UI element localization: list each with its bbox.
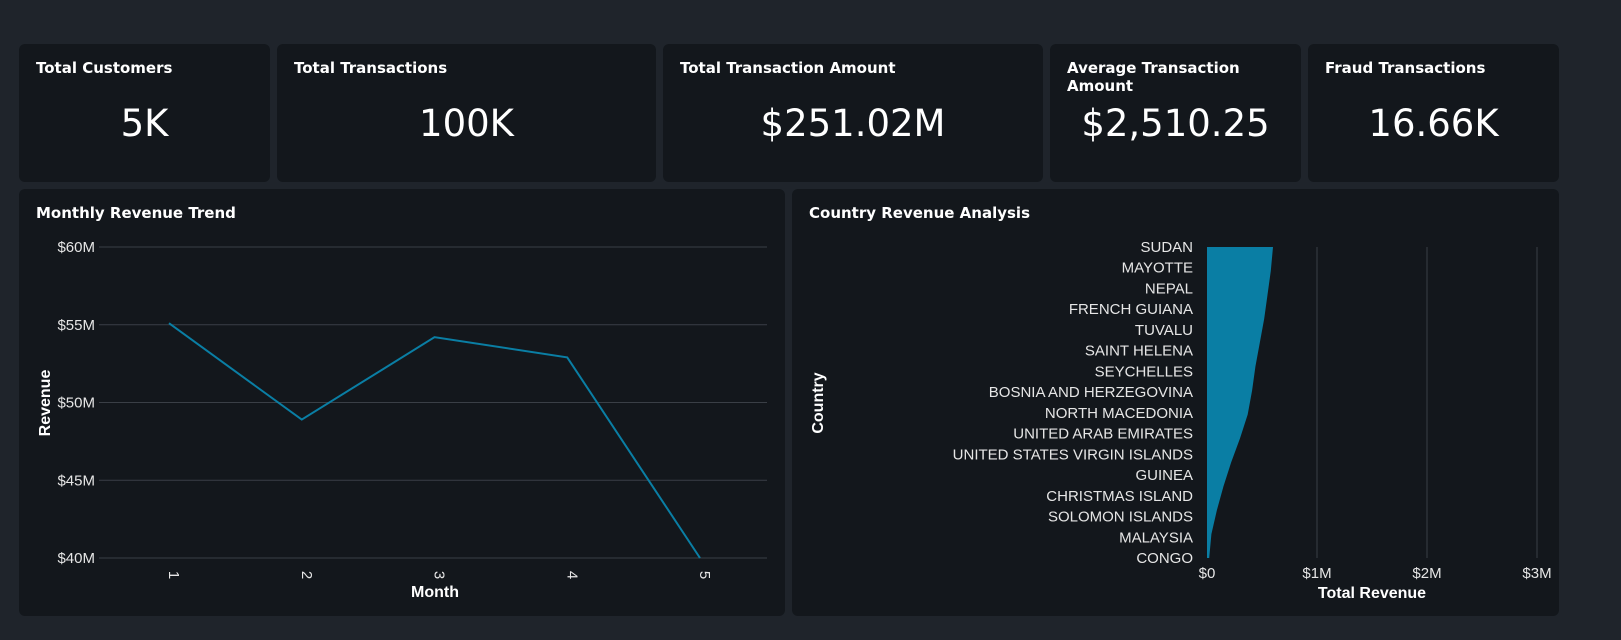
country-label: NORTH MACEDONIA bbox=[1045, 405, 1193, 422]
y-tick-label: $45M bbox=[57, 472, 95, 489]
kpi-title: Average Transaction Amount bbox=[1067, 59, 1240, 95]
kpi-value: $251.02M bbox=[760, 102, 946, 145]
country-label: SEYCHELLES bbox=[1095, 363, 1193, 380]
kpi-card-total-customers: Total Customers 5K bbox=[19, 44, 270, 182]
kpi-value: 16.66K bbox=[1368, 102, 1499, 145]
kpi-card-average-transaction-amount: Average Transaction Amount $2,510.25 bbox=[1050, 44, 1301, 182]
kpi-card-total-transaction-amount: Total Transaction Amount $251.02M bbox=[663, 44, 1043, 182]
y-axis-title: Country bbox=[810, 372, 827, 433]
country-label: BOSNIA AND HERZEGOVINA bbox=[989, 384, 1193, 401]
y-tick-label: $40M bbox=[57, 550, 95, 567]
revenue-series-line bbox=[168, 322, 701, 559]
kpi-value: 5K bbox=[120, 102, 169, 145]
country-label: CHRISTMAS ISLAND bbox=[1046, 488, 1193, 505]
country-label: SOLOMON ISLANDS bbox=[1048, 509, 1193, 526]
x-tick-label: $2M bbox=[1412, 565, 1441, 582]
country-revenue-bars bbox=[1207, 247, 1273, 558]
country-revenue-chart: SUDAN MAYOTTE NEPAL FRENCH GUIANA TUVALU SAIN… bbox=[810, 239, 1552, 602]
page-footer-strip bbox=[0, 628, 1621, 640]
country-label: NEPAL bbox=[1145, 280, 1193, 297]
country-label: UNITED ARAB EMIRATES bbox=[1013, 426, 1193, 443]
country-revenue-panel: Country Revenue Analysis SUDAN MAYOTTE NEP… bbox=[792, 189, 1559, 616]
kpi-card-fraud-transactions: Fraud Transactions 16.66K bbox=[1308, 44, 1559, 182]
x-tick-label: $0 bbox=[1199, 565, 1216, 582]
y-tick-label: $60M bbox=[57, 239, 95, 256]
country-label: UNITED STATES VIRGIN ISLANDS bbox=[953, 446, 1193, 463]
kpi-card-total-transactions: Total Transactions 100K bbox=[277, 44, 656, 182]
country-label: MAYOTTE bbox=[1122, 260, 1193, 277]
x-tick-label: $1M bbox=[1302, 565, 1331, 582]
country-label: SUDAN bbox=[1140, 239, 1193, 256]
kpi-title: Fraud Transactions bbox=[1325, 59, 1486, 77]
kpi-title: Total Customers bbox=[36, 59, 173, 77]
x-axis-title: Total Revenue bbox=[1318, 585, 1426, 602]
x-tick-label: 5 bbox=[696, 571, 713, 579]
kpi-title: Total Transactions bbox=[294, 59, 448, 77]
x-tick-label: $3M bbox=[1522, 565, 1551, 582]
x-tick-label: 2 bbox=[298, 571, 315, 579]
kpi-title: Total Transaction Amount bbox=[680, 59, 896, 77]
panel-title: Monthly Revenue Trend bbox=[36, 204, 236, 222]
monthly-revenue-panel: Monthly Revenue Trend $60M $55M $50M $45M $4… bbox=[19, 189, 785, 616]
y-axis-title: Revenue bbox=[37, 370, 54, 437]
country-label: FRENCH GUIANA bbox=[1069, 301, 1193, 318]
x-axis-title: Month bbox=[411, 584, 459, 601]
country-label: SAINT HELENA bbox=[1085, 343, 1193, 360]
x-tick-label: 3 bbox=[431, 571, 448, 579]
kpi-value: $2,510.25 bbox=[1081, 102, 1270, 145]
panel-title: Country Revenue Analysis bbox=[809, 204, 1030, 222]
monthly-revenue-chart: $60M $55M $50M $45M $40M 1 2 3 4 5 Revenue Month bbox=[37, 239, 767, 601]
x-tick-label: 4 bbox=[563, 571, 580, 579]
y-tick-label: $50M bbox=[57, 395, 95, 412]
kpi-value: 100K bbox=[419, 102, 514, 145]
country-label: MALAYSIA bbox=[1119, 529, 1193, 546]
country-label: GUINEA bbox=[1135, 467, 1193, 484]
country-label: CONGO bbox=[1136, 550, 1193, 567]
x-tick-label: 1 bbox=[165, 571, 182, 579]
y-tick-label: $55M bbox=[57, 317, 95, 334]
country-label: TUVALU bbox=[1135, 322, 1193, 339]
